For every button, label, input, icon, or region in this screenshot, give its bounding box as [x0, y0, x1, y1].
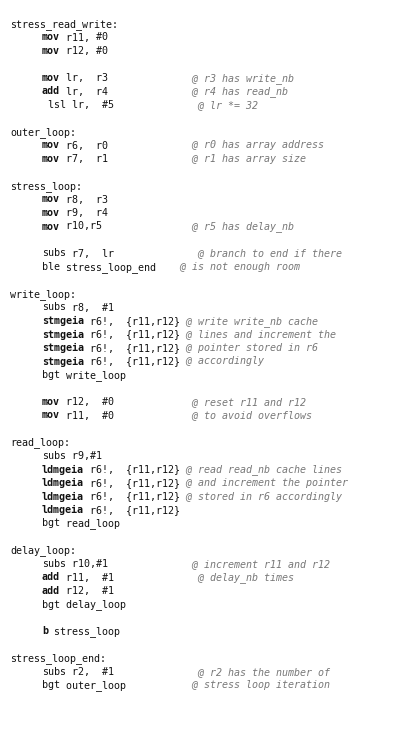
Text: stress_loop: stress_loop	[48, 626, 120, 637]
Text: @ pointer stored in r6: @ pointer stored in r6	[180, 343, 318, 353]
Text: r6!,  {r11,r12}: r6!, {r11,r12}	[84, 330, 180, 339]
Text: stmgeia: stmgeia	[42, 316, 84, 326]
Text: @ write write_nb cache: @ write write_nb cache	[180, 316, 318, 327]
Text: #0: #0	[90, 32, 108, 43]
Text: ldmgeia: ldmgeia	[42, 491, 84, 502]
Text: mov: mov	[42, 410, 60, 420]
Text: @ to avoid overflows: @ to avoid overflows	[114, 410, 312, 420]
Text: outer_loop:: outer_loop:	[10, 127, 76, 138]
Text: @ r3 has write_nb: @ r3 has write_nb	[108, 73, 294, 84]
Text: @ reset r11 and r12: @ reset r11 and r12	[114, 397, 306, 407]
Text: r8,  r3: r8, r3	[60, 195, 108, 204]
Text: r7,  r1: r7, r1	[60, 154, 108, 164]
Text: r6!,  {r11,r12}: r6!, {r11,r12}	[84, 478, 180, 488]
Text: subs: subs	[42, 559, 66, 569]
Text: mov: mov	[42, 32, 60, 43]
Text: lr,  #5: lr, #5	[66, 100, 114, 110]
Text: stmgeia: stmgeia	[42, 330, 84, 339]
Text: @ r2 has the number of: @ r2 has the number of	[114, 667, 330, 677]
Text: mov: mov	[42, 222, 60, 231]
Text: r6!,  {r11,r12}: r6!, {r11,r12}	[84, 357, 180, 366]
Text: r11,  #0: r11, #0	[60, 410, 114, 420]
Text: r6!,  {r11,r12}: r6!, {r11,r12}	[84, 491, 180, 502]
Text: subs: subs	[42, 303, 66, 312]
Text: r11,  #1: r11, #1	[60, 572, 114, 583]
Text: r2,  #1: r2, #1	[66, 667, 114, 677]
Text: subs: subs	[42, 249, 66, 258]
Text: lr,  r3: lr, r3	[60, 73, 108, 83]
Text: @ branch to end if there: @ branch to end if there	[114, 249, 342, 258]
Text: delay_loop:: delay_loop:	[10, 545, 76, 557]
Text: delay_loop: delay_loop	[60, 599, 126, 610]
Text: @ r5 has delay_nb: @ r5 has delay_nb	[102, 222, 294, 232]
Text: mov: mov	[42, 397, 60, 407]
Text: stress_loop_end:: stress_loop_end:	[10, 653, 106, 664]
Text: r10,#1: r10,#1	[66, 559, 108, 569]
Text: bgt: bgt	[42, 370, 60, 380]
Text: @ r4 has read_nb: @ r4 has read_nb	[108, 86, 288, 97]
Text: #0: #0	[90, 46, 108, 56]
Text: @ increment r11 and r12: @ increment r11 and r12	[108, 559, 330, 569]
Text: @ accordingly: @ accordingly	[180, 357, 264, 366]
Text: stmgeia: stmgeia	[42, 343, 84, 353]
Text: r9,#1: r9,#1	[66, 451, 102, 461]
Text: lr,  r4: lr, r4	[60, 86, 108, 97]
Text: r12,: r12,	[60, 46, 90, 56]
Text: @ is not enough room: @ is not enough room	[156, 262, 300, 272]
Text: r6!,  {r11,r12}: r6!, {r11,r12}	[84, 343, 180, 353]
Text: mov: mov	[42, 208, 60, 218]
Text: r12,  #0: r12, #0	[60, 397, 114, 407]
Text: write_loop: write_loop	[60, 370, 126, 381]
Text: @ r1 has array size: @ r1 has array size	[108, 154, 306, 164]
Text: ldmgeia: ldmgeia	[42, 478, 84, 488]
Text: r11,: r11,	[60, 32, 90, 43]
Text: r6,  r0: r6, r0	[60, 141, 108, 151]
Text: stress_read_write:: stress_read_write:	[10, 19, 118, 30]
Text: outer_loop: outer_loop	[60, 681, 126, 691]
Text: @ and increment the pointer: @ and increment the pointer	[180, 478, 348, 488]
Text: r7,  lr: r7, lr	[66, 249, 114, 258]
Text: @ r0 has array address: @ r0 has array address	[108, 141, 324, 151]
Text: r8,  #1: r8, #1	[66, 303, 114, 312]
Text: mov: mov	[42, 46, 60, 56]
Text: r6!,  {r11,r12}: r6!, {r11,r12}	[84, 316, 180, 326]
Text: add: add	[42, 86, 60, 97]
Text: read_loop:: read_loop:	[10, 437, 70, 449]
Text: r6!,  {r11,r12}: r6!, {r11,r12}	[84, 464, 180, 475]
Text: b: b	[42, 626, 48, 637]
Text: r12,  #1: r12, #1	[60, 586, 114, 596]
Text: r6!,  {r11,r12}: r6!, {r11,r12}	[84, 505, 180, 515]
Text: stress_loop_end: stress_loop_end	[60, 262, 156, 273]
Text: subs: subs	[42, 451, 66, 461]
Text: subs: subs	[42, 667, 66, 677]
Text: ble: ble	[42, 262, 60, 272]
Text: mov: mov	[42, 195, 60, 204]
Text: @ stress loop iteration: @ stress loop iteration	[126, 681, 330, 691]
Text: @ lines and increment the: @ lines and increment the	[180, 330, 336, 339]
Text: ldmgeia: ldmgeia	[42, 464, 84, 475]
Text: ldmgeia: ldmgeia	[42, 505, 84, 515]
Text: mov: mov	[42, 141, 60, 151]
Text: write_loop:: write_loop:	[10, 289, 76, 300]
Text: stress_loop:: stress_loop:	[10, 181, 82, 192]
Text: @ read read_nb cache lines: @ read read_nb cache lines	[180, 464, 342, 476]
Text: @ delay_nb times: @ delay_nb times	[114, 572, 294, 583]
Text: mov: mov	[42, 73, 60, 83]
Text: bgt: bgt	[42, 681, 60, 691]
Text: add: add	[42, 572, 60, 583]
Text: @ stored in r6 accordingly: @ stored in r6 accordingly	[180, 491, 342, 502]
Text: mov: mov	[42, 154, 60, 164]
Text: add: add	[42, 586, 60, 596]
Text: r10,r5: r10,r5	[60, 222, 102, 231]
Text: bgt: bgt	[42, 518, 60, 529]
Text: @ lr *= 32: @ lr *= 32	[114, 100, 258, 110]
Text: bgt: bgt	[42, 599, 60, 610]
Text: stmgeia: stmgeia	[42, 357, 84, 366]
Text: r9,  r4: r9, r4	[60, 208, 108, 218]
Text: read_loop: read_loop	[60, 518, 120, 530]
Text: lsl: lsl	[42, 100, 66, 110]
